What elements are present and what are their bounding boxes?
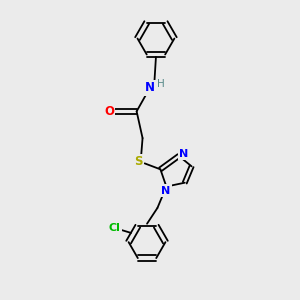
Text: N: N	[145, 81, 155, 94]
Text: N: N	[161, 186, 170, 196]
Text: N: N	[179, 148, 188, 159]
Text: Cl: Cl	[109, 224, 121, 233]
Text: H: H	[158, 79, 165, 89]
Text: O: O	[104, 105, 114, 118]
Text: S: S	[134, 155, 142, 168]
